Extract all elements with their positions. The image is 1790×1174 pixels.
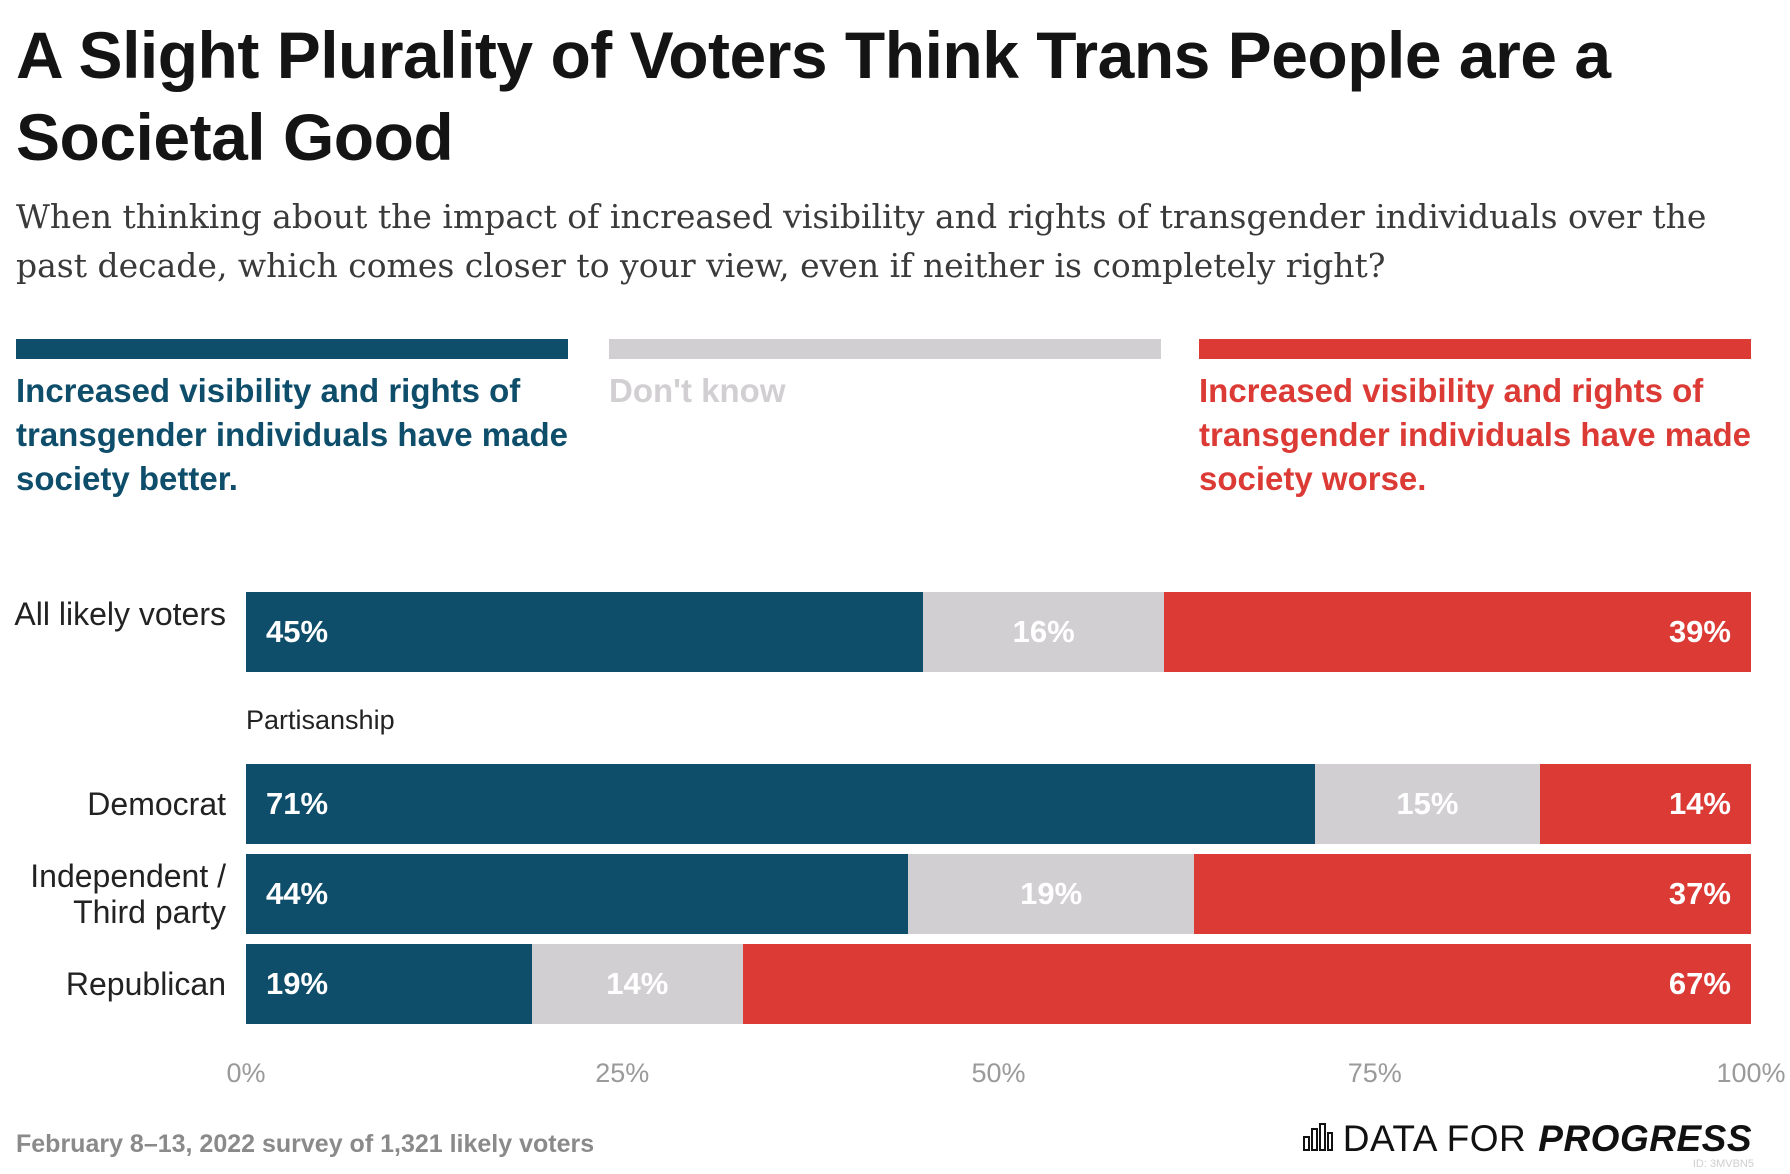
- bar-row-all-likely-voters: 45% 16% 39%: [246, 592, 1751, 672]
- bar-segment-worse: 39%: [1164, 592, 1751, 672]
- chart-title: A Slight Plurality of Voters Think Trans…: [16, 18, 1611, 174]
- legend-swatch-dontknow: [609, 339, 1161, 359]
- bar-segment-worse: 67%: [742, 944, 1751, 1024]
- chart-id: ID: 3MVBN5: [1692, 1158, 1754, 1170]
- brand-logo: DATA FOR PROGRESS: [1302, 1118, 1752, 1160]
- legend-swatch-worse: [1199, 339, 1751, 359]
- legend-item-dontknow: Don't know: [609, 339, 1161, 413]
- data-label-dontknow: 16%: [1012, 614, 1075, 649]
- row-label-republican: Republican: [65, 966, 226, 1002]
- row-label-independent: Independent / Third party: [30, 858, 226, 930]
- x-tick-label: 50%: [971, 1058, 1026, 1088]
- row-label-democrat: Democrat: [87, 786, 226, 822]
- bar-segment-better: 44%: [246, 854, 909, 934]
- data-label-worse: 67%: [1668, 966, 1731, 1001]
- data-label-better: 44%: [266, 876, 329, 911]
- legend-swatch-better: [16, 339, 568, 359]
- bar-segment-dontknow: 14%: [531, 944, 743, 1024]
- bar-segment-dontknow: 19%: [908, 854, 1195, 934]
- legend-label-dontknow: Don't know: [609, 372, 786, 409]
- bar-row-republican: 19% 14% 67%: [246, 944, 1751, 1024]
- bar-row-democrat: 71% 15% 14%: [246, 764, 1751, 844]
- x-tick-label: 75%: [1347, 1058, 1402, 1088]
- bar-chart-icon: [1302, 1118, 1333, 1160]
- legend-label-worse: Increased visibility and rights of trans…: [1199, 372, 1752, 497]
- bar-segment-dontknow: 16%: [923, 592, 1165, 672]
- x-tick-label: 100%: [1716, 1058, 1786, 1088]
- brand-text-data-for: DATA FOR: [1342, 1118, 1527, 1159]
- bar-row-independent: 44% 19% 37%: [246, 854, 1751, 934]
- x-tick-label: 25%: [595, 1058, 650, 1088]
- brand-text-progress: PROGRESS: [1538, 1118, 1752, 1159]
- data-label-better: 71%: [266, 786, 329, 821]
- data-label-better: 45%: [266, 614, 329, 649]
- data-label-dontknow: 15%: [1396, 786, 1459, 821]
- bar-segment-better: 19%: [246, 944, 532, 1024]
- row-label-all-likely-voters: All likely voters: [14, 596, 226, 632]
- bar-segment-better: 71%: [246, 764, 1315, 844]
- chart-subtitle: When thinking about the impact of increa…: [16, 197, 1707, 285]
- bar-segment-worse: 14%: [1540, 764, 1751, 844]
- bar-segment-worse: 37%: [1194, 854, 1751, 934]
- legend-item-better: Increased visibility and rights of trans…: [16, 339, 568, 501]
- data-label-worse: 37%: [1668, 876, 1731, 911]
- data-label-dontknow: 19%: [1020, 876, 1083, 911]
- data-label-worse: 39%: [1668, 614, 1731, 649]
- survey-note: February 8–13, 2022 survey of 1,321 like…: [16, 1130, 595, 1158]
- data-label-dontknow: 14%: [606, 966, 669, 1001]
- data-label-worse: 14%: [1668, 786, 1731, 821]
- legend-label-better: Increased visibility and rights of trans…: [16, 372, 569, 497]
- x-tick-label: 0%: [226, 1058, 266, 1088]
- data-label-better: 19%: [266, 966, 329, 1001]
- bar-segment-dontknow: 15%: [1314, 764, 1541, 844]
- bar-segment-better: 45%: [246, 592, 924, 672]
- group-label-partisanship: Partisanship: [246, 705, 395, 735]
- legend-item-worse: Increased visibility and rights of trans…: [1199, 339, 1751, 501]
